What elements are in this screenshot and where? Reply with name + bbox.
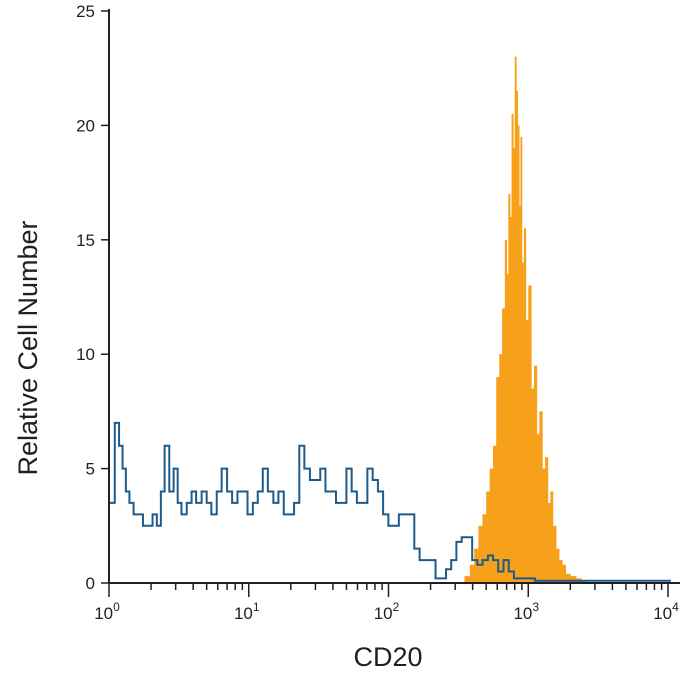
histogram-bar (504, 239, 507, 584)
histogram-bar (521, 262, 525, 583)
histogram-bar (523, 228, 527, 584)
histogram-bar (581, 580, 587, 583)
histogram-bar (520, 136, 523, 583)
histogram-bar (502, 308, 506, 583)
y-tick-label: 5 (86, 460, 95, 479)
x-tick-label: 100 (94, 600, 120, 623)
histogram-bar (513, 148, 516, 583)
histogram-bar (534, 365, 538, 583)
histogram-bar (509, 216, 512, 584)
histogram-bar (482, 514, 487, 583)
histogram-bar (517, 125, 520, 584)
histogram-bar (489, 468, 494, 583)
histogram-bar (559, 560, 563, 583)
y-axis-title: Relative Cell Number (13, 220, 43, 475)
plot-area: 0 5 10 15 20 25 100 101 102 103 104 (76, 2, 680, 623)
histogram-bar (499, 354, 503, 583)
histogram-bar (536, 434, 540, 583)
histogram-bar (506, 274, 509, 583)
histogram-bar (519, 205, 521, 584)
histogram-bar (562, 564, 566, 583)
histogram-bar (464, 576, 471, 583)
histogram-bar (542, 468, 546, 583)
x-tick-label: 102 (374, 600, 400, 623)
y-tick-label: 20 (76, 116, 95, 135)
y-tick-label: 10 (76, 345, 95, 364)
histogram-bar (552, 525, 557, 583)
x-axis-title: CD20 (353, 642, 422, 672)
x-tick-label: 103 (513, 600, 539, 623)
histogram-bar (525, 319, 529, 583)
histogram-outline-series (109, 421, 671, 582)
histogram-bar (508, 194, 511, 584)
histogram-bar (474, 548, 479, 583)
histogram-bar (496, 377, 500, 583)
histogram-bar (539, 411, 543, 583)
histogram-bar (547, 502, 551, 583)
histogram-bar (486, 491, 491, 583)
histogram-bar (550, 491, 554, 583)
histogram-bar (493, 445, 497, 583)
histogram-bar (545, 457, 549, 583)
histogram-bar (528, 285, 532, 583)
histogram-bar (565, 573, 571, 583)
histogram-bar (478, 525, 483, 583)
histogram-bar (531, 388, 535, 583)
histogram-bar (570, 576, 577, 583)
y-tick-label: 0 (86, 574, 95, 593)
y-tick-label: 25 (76, 2, 95, 21)
x-tick-label: 104 (653, 600, 679, 623)
histogram-bar (556, 548, 560, 583)
x-tick-label: 101 (234, 600, 260, 623)
y-axis-title-text: Relative Cell Number (13, 220, 43, 475)
histogram-bar (516, 91, 519, 583)
histogram-bar (469, 564, 475, 583)
histogram-bar (514, 56, 517, 583)
y-tick-label: 15 (76, 231, 95, 250)
histogram-bar (511, 113, 514, 584)
